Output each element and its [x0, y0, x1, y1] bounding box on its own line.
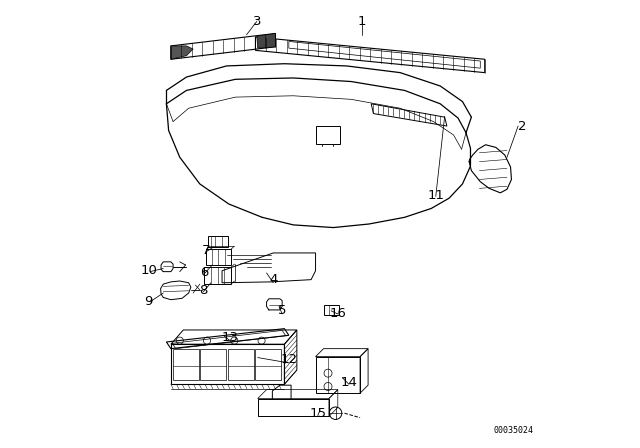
Polygon shape — [257, 34, 275, 48]
Text: 12: 12 — [280, 353, 298, 366]
Text: 1: 1 — [358, 15, 367, 28]
Text: 11: 11 — [428, 189, 444, 202]
Bar — [173, 349, 199, 380]
Text: 6: 6 — [200, 267, 209, 280]
Text: 2: 2 — [518, 120, 527, 133]
Text: 00035024: 00035024 — [493, 426, 534, 435]
Text: 7: 7 — [202, 244, 211, 257]
Text: 15: 15 — [309, 407, 326, 420]
Text: 3: 3 — [253, 15, 261, 28]
Polygon shape — [171, 46, 193, 59]
Bar — [204, 267, 231, 284]
Text: 5: 5 — [278, 304, 287, 317]
Text: 16: 16 — [330, 306, 346, 319]
Bar — [200, 349, 227, 380]
Bar — [258, 399, 329, 416]
Bar — [207, 250, 231, 265]
Bar — [228, 349, 253, 380]
Text: 8: 8 — [199, 284, 207, 297]
Bar — [324, 306, 339, 315]
Text: 14: 14 — [340, 375, 357, 388]
Text: 4: 4 — [269, 273, 277, 286]
Bar — [255, 349, 281, 380]
Bar — [208, 236, 228, 247]
Text: 13: 13 — [221, 331, 239, 344]
Text: 10: 10 — [140, 264, 157, 277]
Bar — [171, 344, 284, 384]
Bar — [316, 357, 360, 393]
Text: 9: 9 — [145, 295, 153, 308]
